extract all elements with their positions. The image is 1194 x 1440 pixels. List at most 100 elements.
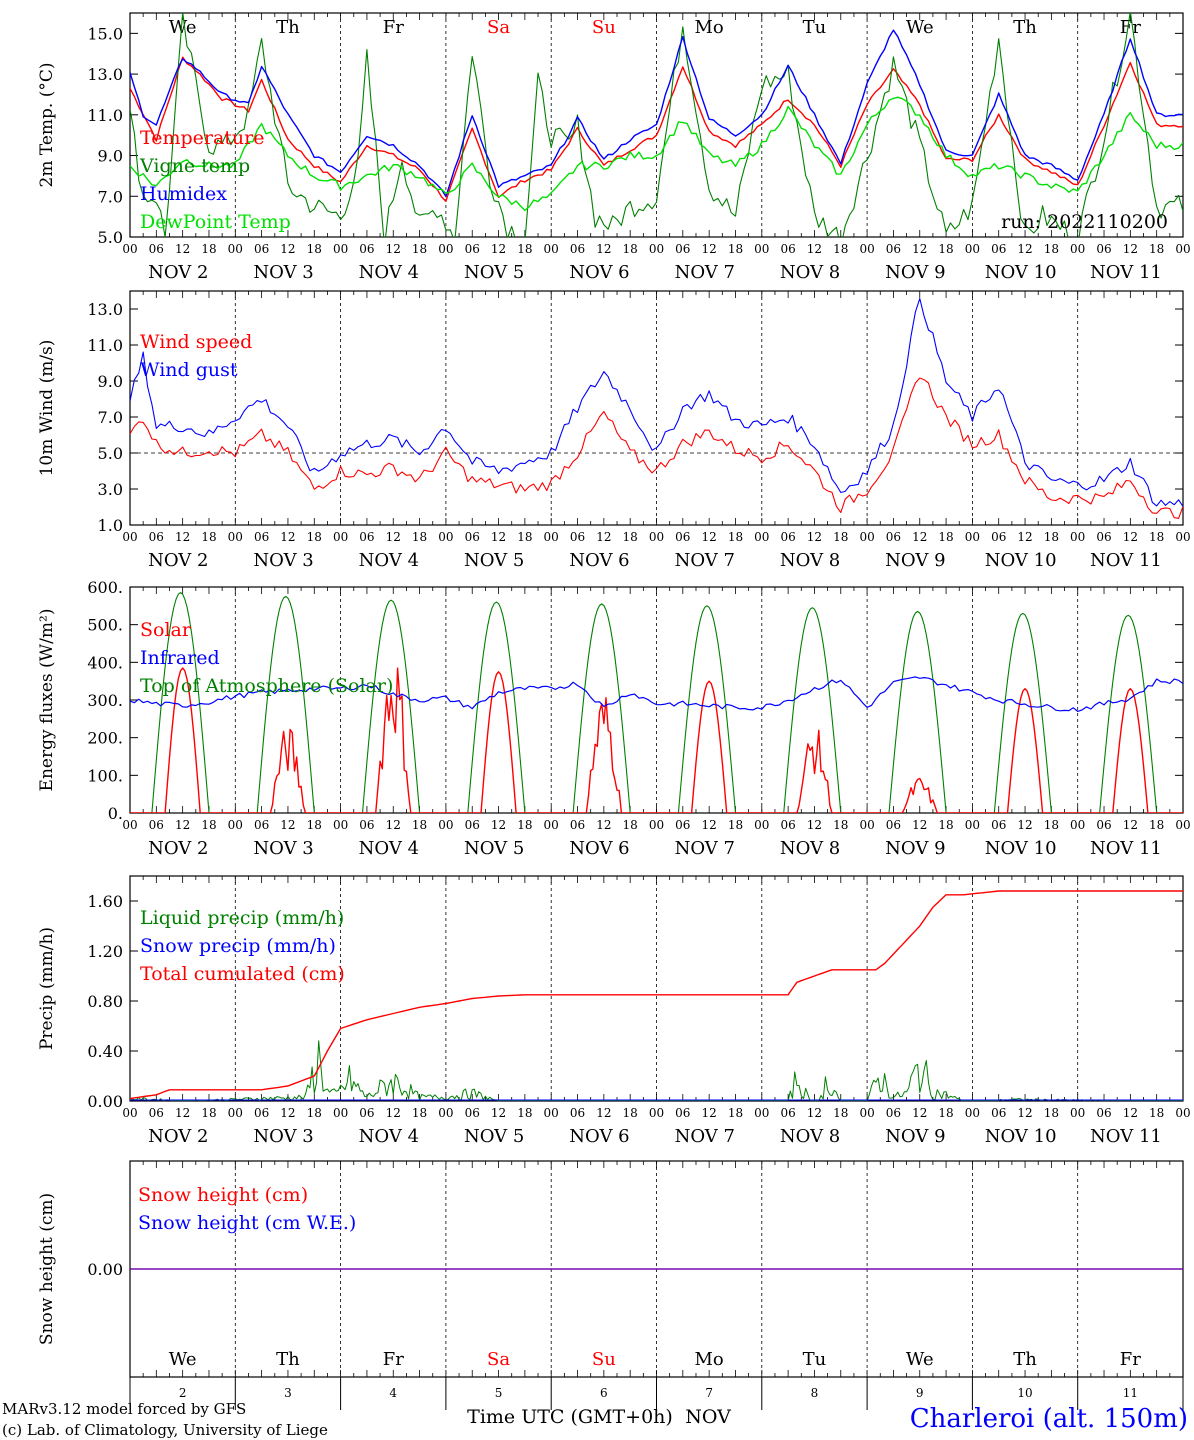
y-tick-label: 11.0 xyxy=(87,106,123,125)
hour-tick-label: 18 xyxy=(1044,242,1059,256)
day-number: 2 xyxy=(179,1386,187,1400)
day-name: Tu xyxy=(803,1349,827,1370)
date-label: NOV 3 xyxy=(253,1126,313,1147)
hour-tick-label: 06 xyxy=(149,242,164,256)
date-label: NOV 9 xyxy=(885,262,945,283)
hour-tick-label: 18 xyxy=(728,818,743,832)
hour-tick-label: 18 xyxy=(517,818,532,832)
hour-tick-label: 18 xyxy=(623,242,638,256)
hour-tick-label: 12 xyxy=(912,1106,927,1120)
hour-tick-label: 12 xyxy=(912,530,927,544)
legend-entry: Snow height (cm) xyxy=(138,1184,308,1206)
energy-series xyxy=(130,592,1183,813)
x-axis-title: Time UTC (GMT+0h) xyxy=(467,1406,673,1428)
date-label: NOV 6 xyxy=(569,550,629,571)
hour-tick-label: 12 xyxy=(280,1106,295,1120)
hour-tick-label: 18 xyxy=(833,1106,848,1120)
hour-tick-label: 12 xyxy=(175,242,190,256)
hour-tick-label: 18 xyxy=(1044,818,1059,832)
y-tick-label: 400. xyxy=(87,653,123,672)
hour-tick-label: 06 xyxy=(1096,1106,1111,1120)
temp-series xyxy=(130,13,1183,237)
date-label: NOV 4 xyxy=(359,262,419,283)
date-label: NOV 5 xyxy=(464,1126,524,1147)
hour-tick-label: 06 xyxy=(254,530,269,544)
y-tick-label: 11.0 xyxy=(87,336,123,355)
hour-tick-label: 12 xyxy=(1123,242,1138,256)
legend-entry: Top of Atmosphere (Solar) xyxy=(140,675,393,697)
legend-entry: Total cumulated (cm) xyxy=(140,963,345,985)
hour-tick-label: 12 xyxy=(702,1106,717,1120)
day-name: Mo xyxy=(695,1349,724,1370)
hour-tick-label: 12 xyxy=(702,530,717,544)
day-number: 11 xyxy=(1123,1386,1138,1400)
hour-tick-label: 12 xyxy=(1017,1106,1032,1120)
date-label: NOV 2 xyxy=(148,1126,208,1147)
day-name: Th xyxy=(1013,1349,1037,1370)
hour-tick-label: 06 xyxy=(675,818,690,832)
total-cumulated-line xyxy=(130,890,1183,1100)
hour-tick-label: 18 xyxy=(307,1106,322,1120)
hour-tick-label: 06 xyxy=(675,530,690,544)
hour-tick-label: 00 xyxy=(333,818,348,832)
hour-tick-label: 18 xyxy=(728,530,743,544)
hour-tick-label: 00 xyxy=(649,1106,664,1120)
hour-tick-label: 00 xyxy=(228,1106,243,1120)
hour-tick-label: 18 xyxy=(1044,1106,1059,1120)
date-label: NOV 8 xyxy=(780,262,840,283)
hour-tick-label: 00 xyxy=(965,1106,980,1120)
date-label: NOV 11 xyxy=(1090,262,1162,283)
y-tick-label: 0.40 xyxy=(87,1042,123,1061)
y-axis-label: 2m Temp. (°C) xyxy=(37,62,57,187)
hour-tick-label: 18 xyxy=(938,818,953,832)
hour-tick-label: 12 xyxy=(386,530,401,544)
hour-tick-label: 06 xyxy=(570,530,585,544)
date-label: NOV 5 xyxy=(464,838,524,859)
hour-tick-label: 00 xyxy=(438,818,453,832)
hour-tick-label: 12 xyxy=(596,818,611,832)
hour-tick-label: 18 xyxy=(517,242,532,256)
hour-tick-label: 06 xyxy=(570,818,585,832)
lab-credit: (c) Lab. of Climatology, University of L… xyxy=(2,1421,328,1439)
date-label: NOV 10 xyxy=(985,550,1057,571)
hour-tick-label: 12 xyxy=(1123,530,1138,544)
y-tick-label: 0.80 xyxy=(87,992,123,1011)
hour-tick-label: 00 xyxy=(754,818,769,832)
hour-tick-label: 00 xyxy=(1175,818,1190,832)
hour-tick-label: 00 xyxy=(965,242,980,256)
hour-tick-label: 06 xyxy=(886,242,901,256)
date-label: NOV 10 xyxy=(985,838,1057,859)
day-number: 4 xyxy=(389,1386,397,1400)
y-tick-label: 100. xyxy=(87,766,123,785)
hour-tick-label: 12 xyxy=(596,1106,611,1120)
hour-tick-label: 00 xyxy=(649,242,664,256)
hour-tick-label: 06 xyxy=(359,530,374,544)
hour-tick-label: 18 xyxy=(307,242,322,256)
wind-series xyxy=(130,298,1183,519)
hour-tick-label: 00 xyxy=(649,530,664,544)
hour-tick-label: 06 xyxy=(465,530,480,544)
hour-tick-label: 12 xyxy=(491,530,506,544)
precip-series xyxy=(130,890,1183,1101)
hour-tick-label: 12 xyxy=(1123,1106,1138,1120)
y-tick-label: 13.0 xyxy=(87,65,123,84)
hour-tick-label: 00 xyxy=(1070,530,1085,544)
hour-tick-label: 06 xyxy=(465,1106,480,1120)
hour-tick-label: 00 xyxy=(1070,242,1085,256)
y-tick-label: 0.00 xyxy=(87,1260,123,1279)
y-tick-label: 1.0 xyxy=(98,516,123,535)
day-name: We xyxy=(906,17,934,38)
temp-line-3 xyxy=(130,96,1183,212)
panel-3: 0. 100. 200. 300. 400. 500. 600. Energy fluxes … xyxy=(37,578,1191,859)
hour-tick-label: 00 xyxy=(544,242,559,256)
hour-tick-label: 12 xyxy=(1017,242,1032,256)
y-tick-label: 200. xyxy=(87,729,123,748)
day-name: Su xyxy=(592,17,616,38)
y-tick-label: 0.00 xyxy=(87,1092,123,1111)
day-name: We xyxy=(169,1349,197,1370)
day-name: Fr xyxy=(383,1349,404,1370)
hour-tick-label: 18 xyxy=(517,530,532,544)
hour-tick-label: 06 xyxy=(991,818,1006,832)
hour-tick-label: 18 xyxy=(1044,530,1059,544)
date-label: NOV 9 xyxy=(885,550,945,571)
